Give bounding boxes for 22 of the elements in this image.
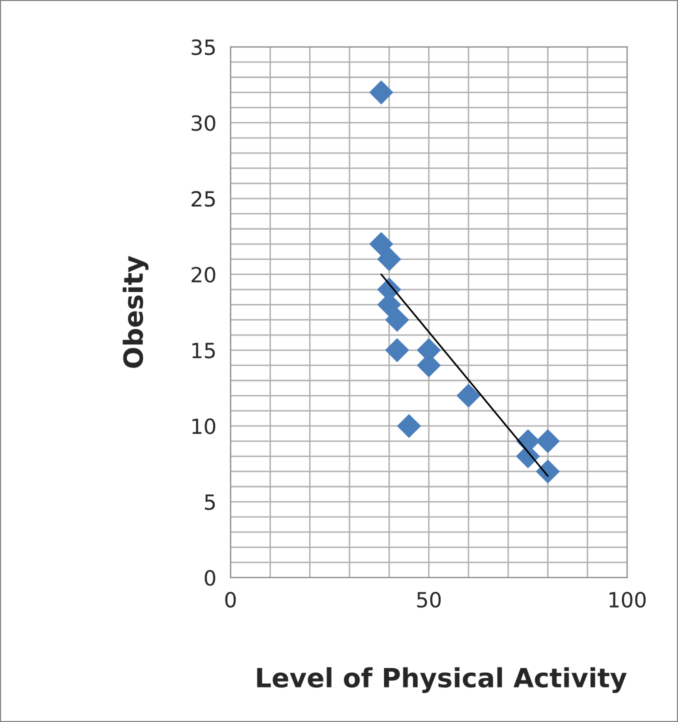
- y-tick-label: 20: [192, 266, 216, 283]
- point: [369, 80, 394, 104]
- point: [369, 232, 394, 256]
- point: [456, 384, 481, 408]
- y-tick-label: 30: [192, 115, 216, 131]
- point: [536, 459, 560, 484]
- point: [396, 414, 422, 438]
- x-tick-label: 0: [225, 592, 236, 608]
- y-tick-label: 5: [204, 494, 215, 510]
- y-tick-label: 10: [192, 418, 216, 434]
- point: [385, 308, 410, 332]
- point: [377, 247, 402, 272]
- x-tick-label: 100: [610, 592, 646, 608]
- y-tick-label: 0: [204, 570, 216, 586]
- x-tick-label: 50: [417, 592, 441, 608]
- x-axis-title: Level of Physical Activity: [257, 667, 627, 693]
- point: [536, 429, 560, 454]
- y-axis-title: Obesity: [122, 256, 148, 368]
- point: [385, 338, 410, 362]
- y-tick-label: 35: [192, 39, 215, 56]
- y-tick-label: 15: [192, 342, 215, 358]
- y-tick-label: 25: [192, 191, 215, 207]
